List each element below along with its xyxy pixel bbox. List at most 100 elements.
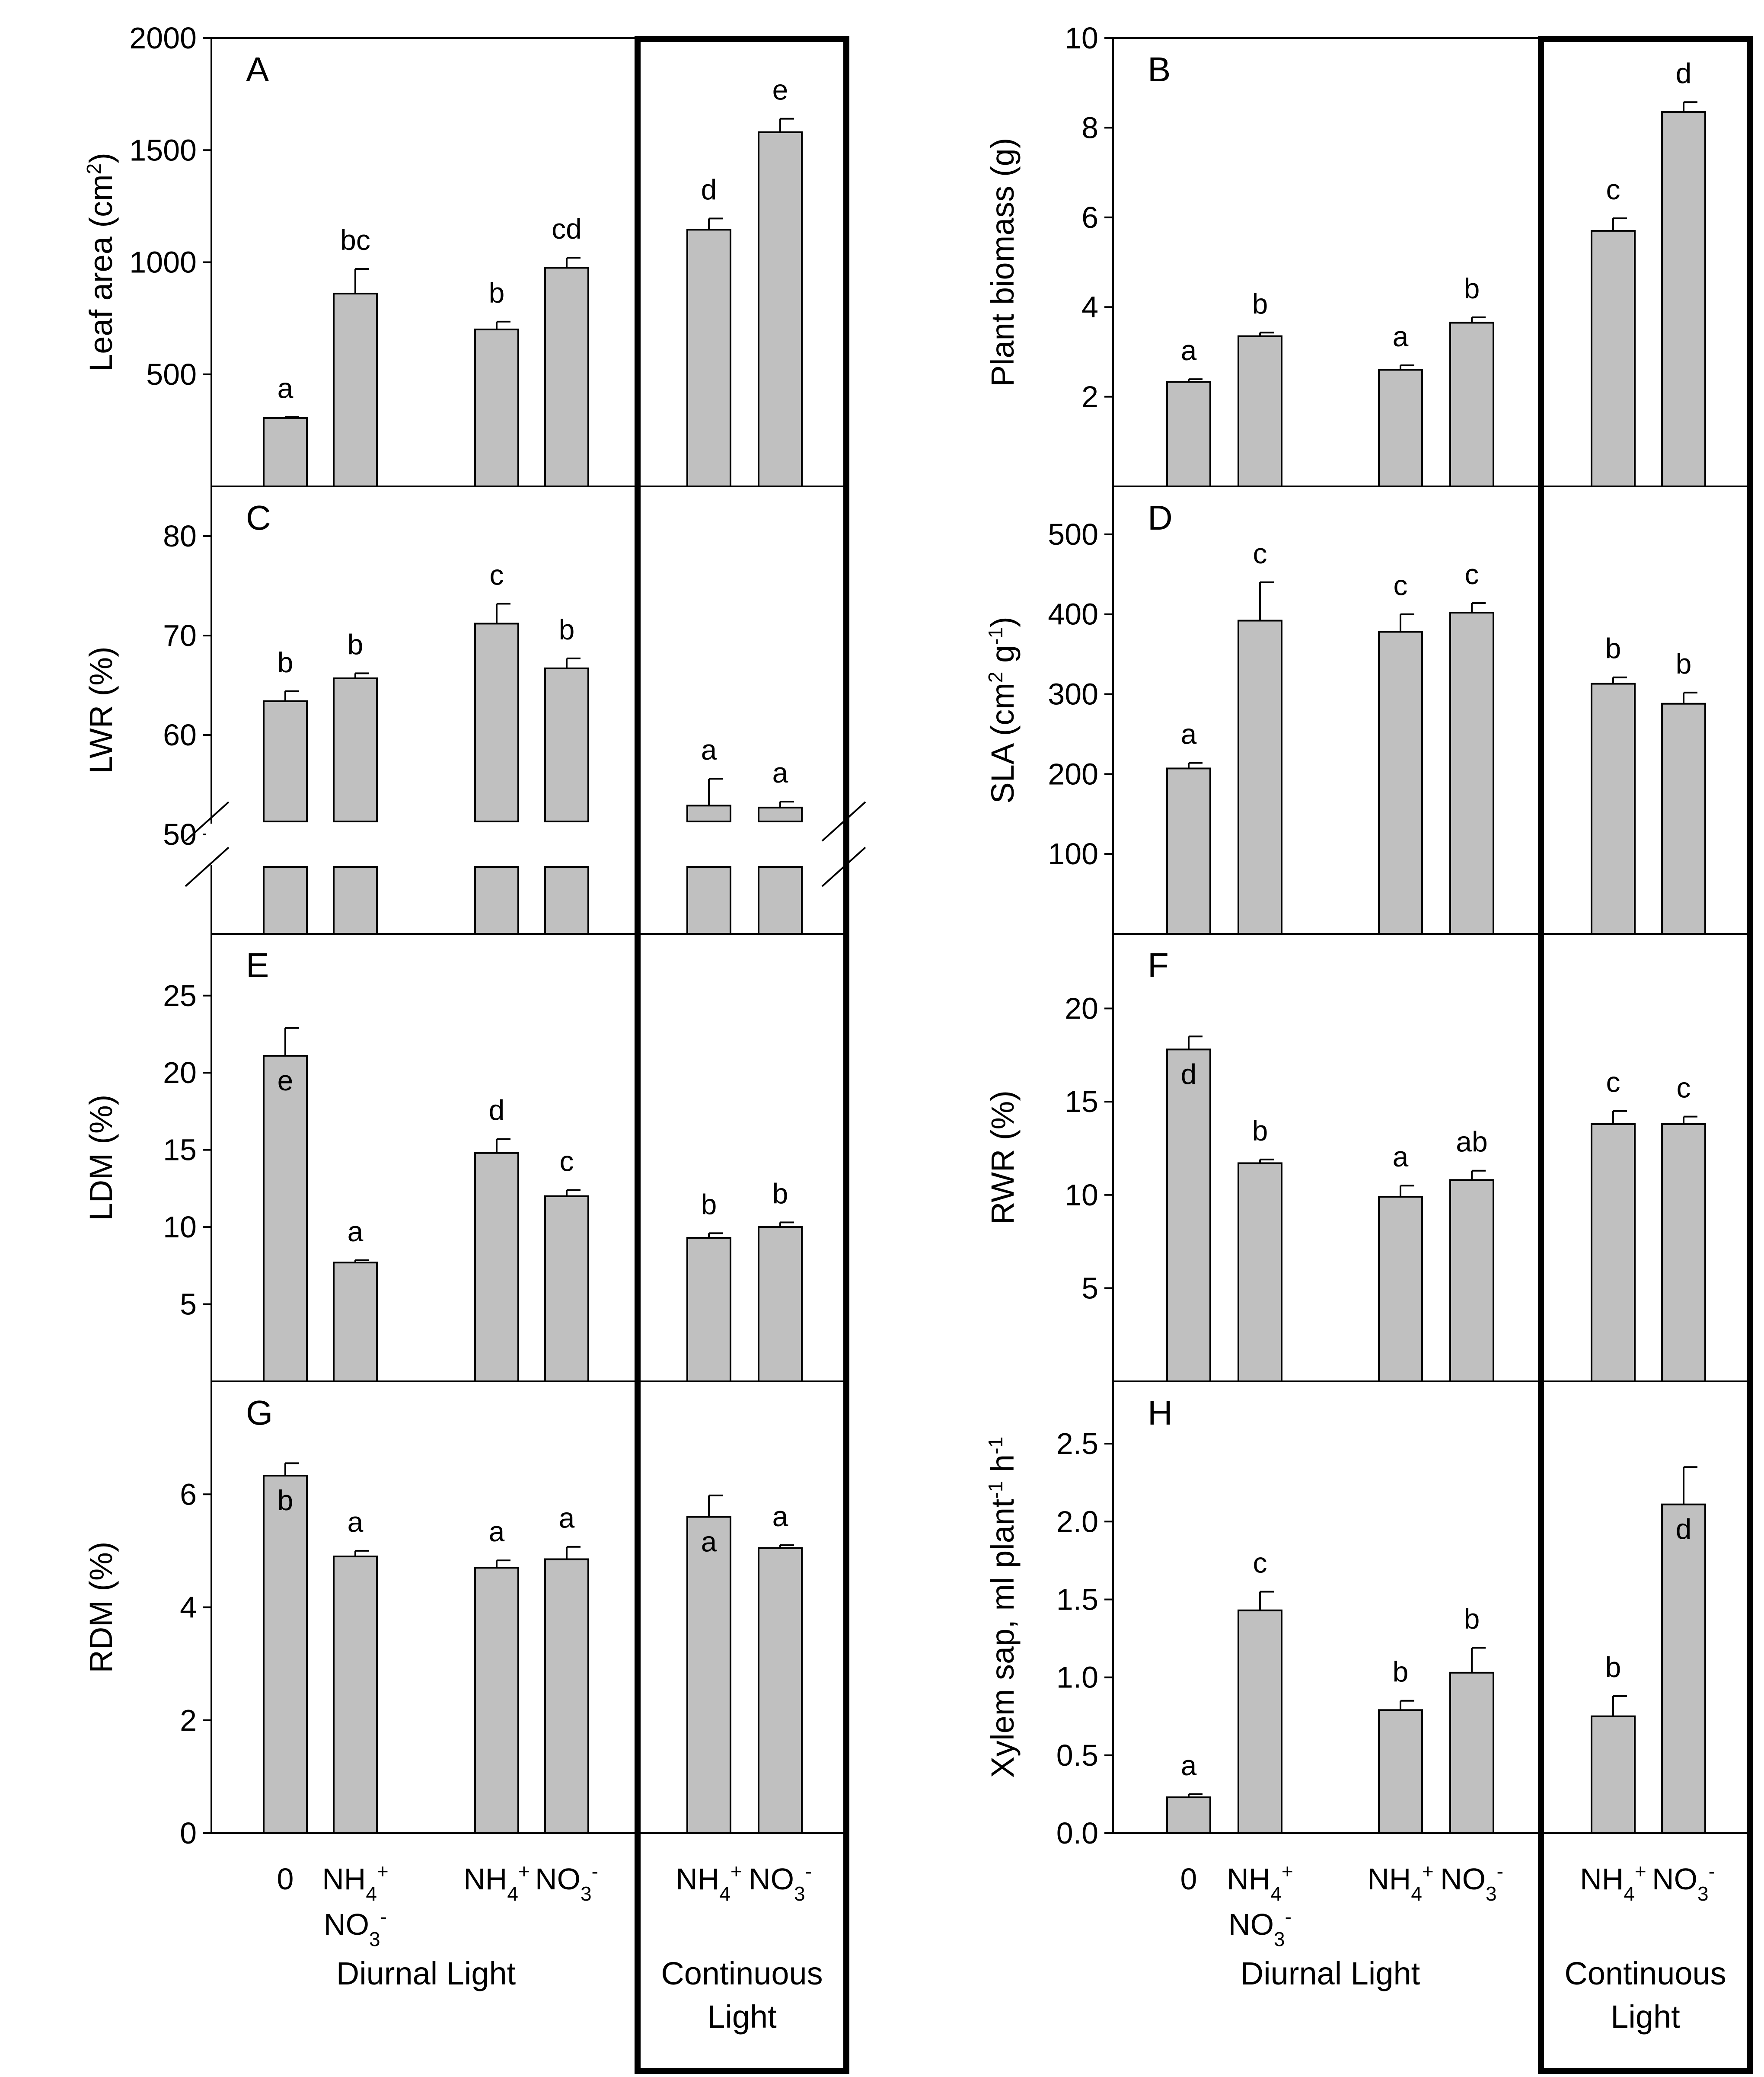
bar	[1591, 683, 1636, 935]
significance-letter: ab	[1456, 1126, 1487, 1158]
category-label-part: NO	[1652, 1862, 1697, 1896]
y-tick-label: 8	[1081, 111, 1098, 144]
category-label-part: 3	[1697, 1882, 1709, 1905]
category-label-part: NH	[676, 1862, 719, 1896]
y-axis-label-part: g	[985, 645, 1021, 672]
bar	[1591, 230, 1636, 487]
panel-D: 100 200 300 400 500 a c c c b b D SLA (cm2 g-1)	[984, 486, 1752, 935]
y-tick-label: 1000	[129, 246, 197, 279]
bar-lower	[544, 866, 589, 935]
significance-letter: a	[348, 1506, 364, 1538]
bar	[1591, 1123, 1636, 1382]
significance-letter: c	[1465, 558, 1479, 590]
significance-letter: a	[1393, 1141, 1409, 1173]
panel-E: 5 10 15 20 25 e a d c b b E LDM (%)	[83, 933, 849, 1383]
category-label-part: +	[1282, 1860, 1293, 1882]
y-axis-label-part: RWR (%)	[985, 1090, 1021, 1225]
significance-letter: c	[490, 559, 504, 591]
bar	[1378, 631, 1423, 935]
y-tick-label: 0	[180, 1816, 197, 1850]
significance-letter: b	[1676, 648, 1692, 680]
y-axis-label: Plant biomass (g)	[985, 138, 1021, 387]
significance-letter: c	[1606, 173, 1620, 205]
y-tick-label: 15	[163, 1133, 197, 1167]
axis-break-mark	[185, 847, 230, 887]
bar	[544, 1558, 589, 1834]
significance-letter: c	[560, 1145, 574, 1177]
y-tick-label: 2	[180, 1703, 197, 1737]
significance-letter: a	[1181, 718, 1197, 750]
y-tick-label: 5	[180, 1288, 197, 1321]
category-label-part: 3	[1486, 1882, 1497, 1905]
y-tick-label: 500	[146, 358, 197, 391]
bar-lower	[686, 866, 731, 935]
y-axis-label-part: )	[985, 617, 1021, 627]
y-axis-label-part: 2	[984, 672, 1007, 683]
category-label-part: 3	[1274, 1928, 1285, 1950]
panel-label: B	[1148, 50, 1171, 89]
group-label-continuous: Light	[707, 1999, 777, 2035]
category-label: NO3-	[749, 1860, 812, 1905]
y-axis-label: RDM (%)	[83, 1541, 119, 1673]
significance-letter: a	[701, 1526, 717, 1558]
category-label-part: NH	[322, 1862, 366, 1896]
significance-letter: c	[1253, 537, 1267, 569]
group-label-diurnal: Diurnal Light	[336, 1956, 516, 1991]
bar-lower	[758, 866, 803, 935]
bar	[474, 1567, 519, 1834]
category-label-part: 0	[1180, 1862, 1197, 1896]
significance-letter: a	[1393, 320, 1409, 352]
significance-letter: d	[1676, 1513, 1692, 1545]
panel-label: A	[246, 50, 269, 89]
bar	[1166, 767, 1211, 935]
bar	[544, 1195, 589, 1382]
y-axis-label: LWR (%)	[83, 646, 119, 774]
bar	[1238, 335, 1282, 487]
significance-letter: d	[489, 1094, 505, 1126]
bar	[333, 1262, 378, 1383]
y-axis-label-part: h	[985, 1454, 1021, 1481]
group-label-continuous: Continuous	[1564, 1956, 1726, 1991]
bar	[333, 677, 378, 823]
bar	[758, 1547, 803, 1834]
y-tick-label: 4	[1081, 290, 1098, 324]
bar	[1449, 1671, 1494, 1834]
y-axis-label-part: LWR (%)	[83, 646, 119, 774]
category-label: NO3-	[535, 1860, 598, 1905]
category-label-part: -	[1709, 1860, 1715, 1882]
category-label-part: -	[380, 1905, 387, 1928]
significance-letter: b	[1252, 288, 1268, 320]
y-tick-label: 10	[163, 1210, 197, 1244]
bar	[1166, 1048, 1211, 1382]
bar	[1661, 703, 1706, 935]
bar	[474, 623, 519, 823]
y-axis-label-part: RDM (%)	[83, 1541, 119, 1673]
y-axis-label-part: -1	[984, 1437, 1007, 1454]
significance-letter: d	[1676, 57, 1692, 89]
significance-letter: e	[772, 74, 788, 106]
y-axis-label: Leaf area (cm2)	[83, 153, 119, 372]
panel-G: 0 2 4 6 b a a a a a G RDM (%)	[83, 1380, 849, 1850]
bar	[474, 329, 519, 487]
y-tick-label: 50	[163, 818, 197, 851]
category-label: NO3-	[1652, 1860, 1715, 1905]
bar	[333, 293, 378, 488]
significance-letter: b	[559, 614, 575, 645]
y-tick-label: 5	[1081, 1271, 1098, 1305]
y-tick-label: 20	[1065, 992, 1098, 1026]
bar	[1378, 369, 1423, 487]
y-tick-label: 2.0	[1056, 1505, 1098, 1538]
y-tick-label: 60	[163, 718, 197, 752]
category-label-part: -	[592, 1860, 598, 1882]
significance-letter: bc	[340, 224, 370, 256]
bar	[1661, 1503, 1706, 1834]
category-label-part: -	[1497, 1860, 1503, 1882]
bar	[686, 1237, 731, 1382]
category-label-part: NH	[1227, 1862, 1270, 1896]
continuous-light-box	[1538, 36, 1753, 2074]
y-axis-label-part: Plant biomass (g)	[985, 138, 1021, 387]
significance-letter: a	[772, 1500, 788, 1532]
category-label-part: NH	[463, 1862, 507, 1896]
bar	[686, 1516, 731, 1834]
panel-label: C	[246, 498, 271, 537]
